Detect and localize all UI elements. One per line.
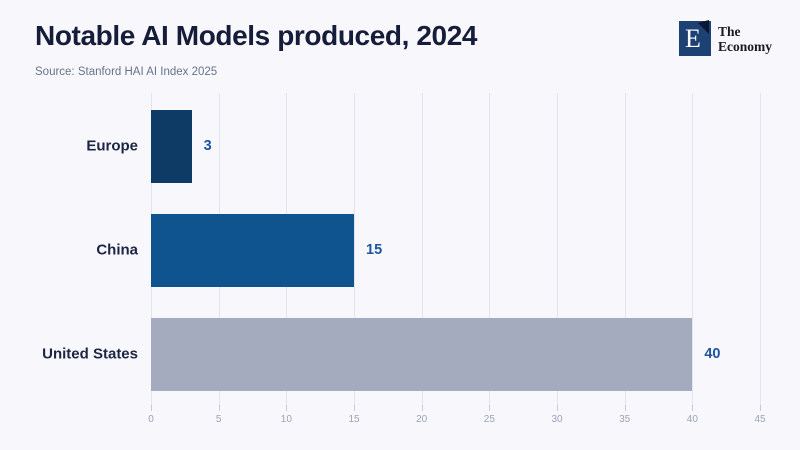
x-tick-mark [760, 405, 761, 411]
logo-monogram: E [685, 23, 701, 53]
brand-logo: E The Economy [679, 20, 772, 56]
x-tick-mark [557, 405, 558, 411]
x-tick-label: 45 [754, 414, 766, 425]
x-tick-mark [286, 405, 288, 411]
x-tick-label: 20 [416, 414, 428, 425]
x-tick-label: 10 [280, 414, 292, 425]
x-tick-mark [218, 405, 220, 411]
logo-word-line1: The [718, 24, 741, 39]
gridline [760, 93, 761, 405]
x-tick-label: 15 [348, 414, 360, 425]
value-label-china: 15 [366, 242, 383, 258]
gridline [557, 93, 558, 405]
gridline [624, 93, 626, 405]
logo-word-line2: Economy [718, 39, 772, 54]
bar-united-states [151, 317, 693, 391]
x-tick-label: 35 [619, 414, 631, 425]
x-tick-mark [489, 405, 491, 411]
logo-monogram-box: E [679, 20, 711, 56]
x-tick-label: 40 [686, 414, 698, 425]
x-tick-mark [624, 405, 626, 411]
gridline [421, 93, 423, 405]
source-note: Source: Stanford HAI AI Index 2025 [35, 66, 218, 78]
x-tick-mark [692, 405, 694, 411]
bar-chart-plot: 0 5 10 15 20 25 30 35 40 45 Europe 3 China 15 United S… [42, 93, 766, 425]
x-tick-label: 0 [148, 414, 154, 425]
x-tick-label: 30 [551, 414, 563, 425]
x-tick-label: 25 [483, 414, 495, 425]
bar-china [151, 213, 354, 287]
category-label-united-states: United States [42, 345, 138, 363]
value-label-united-states: 40 [704, 346, 721, 362]
gridline [489, 93, 491, 405]
category-label-europe: Europe [86, 137, 138, 155]
x-tick-mark [151, 405, 152, 411]
x-tick-label: 5 [215, 414, 222, 425]
category-label-china: China [96, 241, 138, 259]
x-tick-mark [354, 405, 355, 411]
value-label-europe: 3 [203, 138, 212, 154]
page-title: Notable AI Models produced, 2024 [35, 20, 478, 51]
logo-wordmark: The Economy [718, 24, 772, 56]
bar-europe [151, 109, 192, 183]
logo-flag-icon [698, 20, 709, 34]
gridline [692, 93, 694, 405]
gridline [354, 93, 355, 405]
x-tick-mark [421, 405, 423, 411]
